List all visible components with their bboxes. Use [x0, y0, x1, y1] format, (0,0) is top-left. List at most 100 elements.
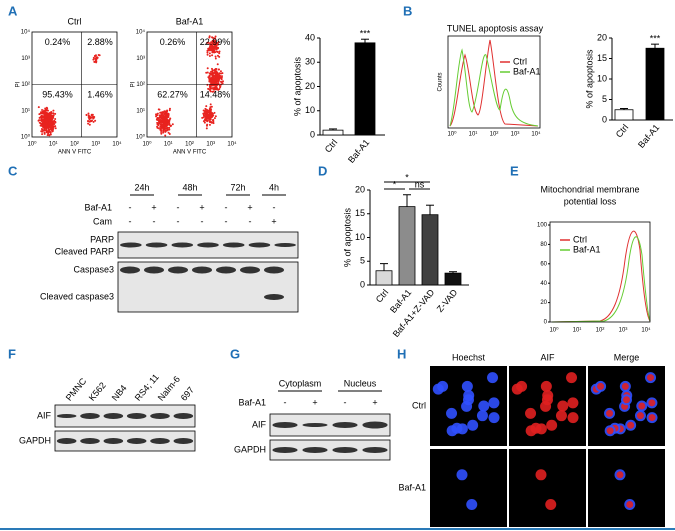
- y-tick-label: 10¹: [21, 108, 30, 114]
- event-dot: [163, 113, 166, 116]
- event-dot: [213, 51, 216, 54]
- sign: -: [129, 216, 132, 226]
- event-dot: [162, 131, 165, 134]
- event-dot: [216, 43, 219, 46]
- event-dot: [206, 109, 209, 112]
- event-dot: [202, 109, 205, 112]
- legend-label: Ctrl: [573, 234, 587, 244]
- sign: +: [151, 202, 156, 212]
- quadrant-value: 0.24%: [45, 37, 71, 47]
- row-label: Baf-A1: [398, 482, 426, 492]
- micrograph: [588, 449, 665, 527]
- event-dot: [92, 56, 95, 59]
- cell: [606, 409, 614, 417]
- legend-label: Baf-A1: [573, 244, 601, 254]
- band: [362, 447, 388, 453]
- sign: -: [177, 202, 180, 212]
- band: [302, 423, 328, 427]
- cell: [567, 397, 579, 409]
- event-dot: [39, 116, 42, 119]
- micrograph: [430, 449, 507, 527]
- event-dot: [54, 117, 57, 120]
- sign: -: [344, 397, 347, 407]
- y-tick-label: 10⁴: [136, 29, 146, 36]
- event-dot: [205, 105, 208, 108]
- event-dot: [170, 124, 173, 127]
- event-dot: [215, 42, 218, 45]
- event-dot: [212, 120, 215, 123]
- y-axis-label: % of apoptosis: [342, 207, 352, 267]
- significance: *: [405, 172, 409, 182]
- mmp-title: potential loss: [564, 196, 617, 206]
- y-axis-label: PI: [131, 81, 137, 87]
- lane-label: 697: [179, 385, 196, 403]
- row-label: Baf-A1: [238, 397, 266, 407]
- event-dot: [166, 126, 169, 129]
- event-dot: [96, 56, 99, 59]
- y-tick-label: 10²: [136, 82, 145, 88]
- band: [197, 242, 219, 248]
- band: [120, 242, 142, 248]
- cell: [648, 399, 656, 407]
- event-dot: [209, 88, 212, 91]
- event-dot: [166, 112, 169, 115]
- y-tick-label: 10: [597, 73, 607, 83]
- cell: [488, 412, 500, 424]
- event-dot: [41, 109, 44, 112]
- event-dot: [98, 54, 101, 57]
- event-dot: [203, 114, 206, 117]
- band: [248, 242, 271, 248]
- event-dot: [171, 123, 174, 126]
- y-tick-label: 10: [355, 232, 365, 242]
- event-dot: [212, 114, 215, 117]
- x-tick-label: 10³: [206, 142, 215, 148]
- event-dot: [157, 117, 160, 120]
- event-dot: [47, 130, 50, 133]
- event-dot: [160, 113, 163, 116]
- bar: [614, 109, 634, 121]
- group-label: Nucleus: [344, 378, 377, 388]
- event-dot: [166, 116, 169, 119]
- sign: -: [225, 202, 228, 212]
- y-tick-label: 40: [540, 281, 547, 287]
- event-dot: [92, 117, 95, 120]
- event-dot: [42, 129, 45, 132]
- group-label: Cytoplasm: [279, 378, 322, 388]
- event-dot: [38, 119, 41, 122]
- quadrant-value: 2.88%: [87, 37, 113, 47]
- event-dot: [160, 132, 163, 135]
- event-dot: [218, 52, 221, 55]
- event-dot: [220, 75, 223, 78]
- cell: [597, 382, 605, 390]
- event-dot: [209, 115, 212, 118]
- sign: +: [312, 397, 317, 407]
- bar: [398, 206, 416, 286]
- event-dot: [220, 78, 223, 81]
- cell: [648, 414, 656, 422]
- event-dot: [208, 46, 211, 49]
- event-dot: [209, 73, 212, 76]
- cell: [516, 380, 528, 392]
- band: [56, 438, 77, 444]
- y-tick-label: 5: [602, 94, 607, 104]
- event-dot: [219, 86, 222, 89]
- event-dot: [52, 112, 55, 115]
- event-dot: [206, 67, 209, 70]
- event-dot: [52, 122, 55, 125]
- event-dot: [166, 119, 169, 122]
- event-dot: [43, 109, 46, 112]
- event-dot: [95, 58, 98, 61]
- panel-label: H: [397, 346, 406, 361]
- cell: [616, 471, 624, 479]
- event-dot: [49, 111, 52, 114]
- y-tick-label: 15: [597, 53, 607, 63]
- x-tick-label: 10⁰: [549, 327, 559, 334]
- mmp-ctrl-curve: [551, 230, 651, 323]
- event-dot: [159, 119, 162, 122]
- y-tick-label: 10³: [136, 56, 145, 62]
- event-dot: [156, 112, 159, 115]
- row-label: Cam: [93, 216, 112, 226]
- event-dot: [206, 119, 209, 122]
- event-dot: [205, 71, 208, 74]
- cell: [626, 501, 634, 508]
